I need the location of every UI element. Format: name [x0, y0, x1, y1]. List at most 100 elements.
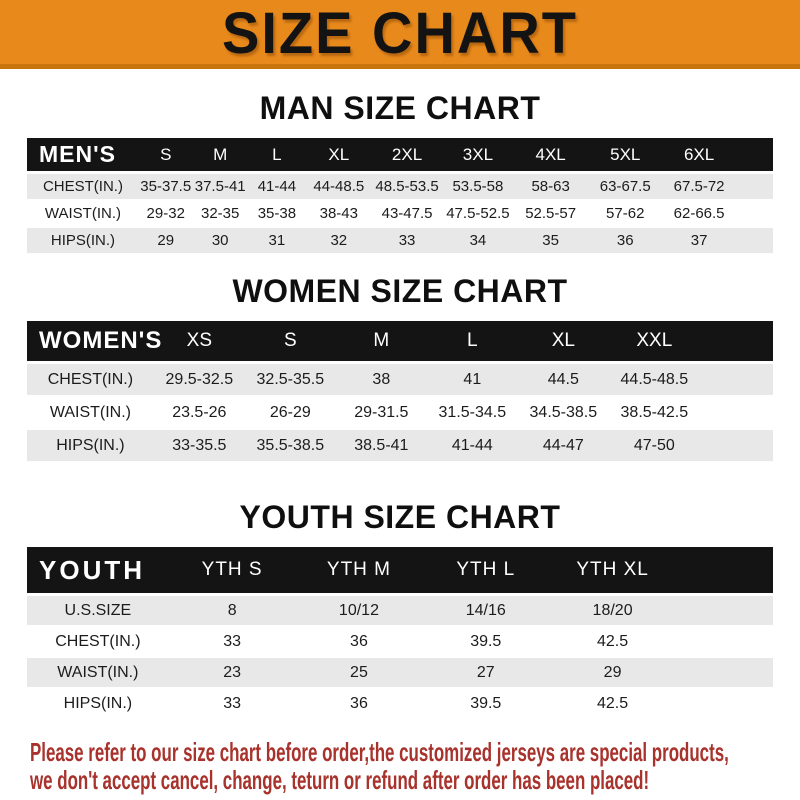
- size-value-cell: 10/12: [295, 594, 423, 627]
- column-header: YTH M: [295, 547, 423, 596]
- size-value-cell: 25: [295, 657, 423, 689]
- size-value-cell: 32: [305, 227, 372, 255]
- size-value-cell: 37.5-41: [192, 172, 248, 201]
- row-spacer: [735, 200, 773, 228]
- table-row: HIPS(IN.) 33-35.5 35.5-38.5 38.5-41 41-4…: [27, 429, 773, 463]
- youth-header-row: YOUTH YTH S YTH M YTH L YTH XL: [27, 547, 773, 596]
- men-group-header: MEN'S: [27, 138, 139, 174]
- size-value-cell: 36: [587, 227, 663, 255]
- size-value-cell: 34: [442, 227, 514, 255]
- table-row: CHEST(IN.) 29.5-32.5 32.5-35.5 38 41 44.…: [27, 362, 773, 397]
- table-row: HIPS(IN.) 29 30 31 32 33 34 35 36 37: [27, 227, 773, 255]
- size-value-cell: 35-37.5: [138, 172, 193, 201]
- row-label: CHEST(IN.): [27, 362, 154, 397]
- size-value-cell: 32-35: [192, 200, 248, 228]
- size-value-cell: 14/16: [422, 594, 550, 627]
- size-value-cell: 52.5-57: [513, 200, 588, 228]
- size-value-cell: 33: [371, 227, 443, 255]
- table-row: CHEST(IN.) 35-37.5 37.5-41 41-44 44-48.5…: [27, 172, 773, 201]
- disclaimer-line-1: Please refer to our size chart before or…: [30, 737, 729, 767]
- size-value-cell: 67.5-72: [662, 172, 736, 201]
- size-value-cell: 34.5-38.5: [517, 396, 609, 430]
- column-header: YTH XL: [549, 547, 676, 596]
- women-size-table: WOMEN'S XS S M L XL XXL CHEST(IN.) 29.5-…: [27, 321, 773, 463]
- row-label: HIPS(IN.): [27, 688, 169, 720]
- table-row: HIPS(IN.) 33 36 39.5 42.5: [27, 688, 773, 720]
- header-spacer: [675, 547, 773, 596]
- table-row: WAIST(IN.) 23.5-26 26-29 29-31.5 31.5-34…: [27, 396, 773, 430]
- size-value-cell: 29: [549, 657, 676, 689]
- row-label: WAIST(IN.): [27, 200, 139, 228]
- youth-section-heading: YOUTH SIZE CHART: [239, 499, 561, 535]
- row-spacer: [735, 172, 773, 201]
- women-header-row: WOMEN'S XS S M L XL XXL: [27, 321, 773, 364]
- size-value-cell: 33: [168, 626, 296, 658]
- column-header: 4XL: [513, 138, 588, 174]
- size-value-cell: 35.5-38.5: [244, 429, 336, 463]
- column-header: XL: [517, 321, 609, 364]
- women-section-heading: WOMEN SIZE CHART: [232, 273, 568, 309]
- column-header: YTH S: [168, 547, 296, 596]
- row-label: CHEST(IN.): [27, 172, 139, 201]
- row-label: HIPS(IN.): [27, 227, 139, 255]
- size-value-cell: 43-47.5: [371, 200, 443, 228]
- row-label: CHEST(IN.): [27, 626, 169, 658]
- size-value-cell: 23: [168, 657, 296, 689]
- size-value-cell: 44-47: [517, 429, 609, 463]
- column-header: XL: [305, 138, 372, 174]
- disclaimer-line-2: we don't accept cancel, change, teturn o…: [30, 765, 650, 795]
- youth-group-header: YOUTH: [27, 547, 169, 596]
- size-value-cell: 27: [422, 657, 550, 689]
- column-header: XXL: [608, 321, 700, 364]
- row-spacer: [699, 396, 773, 430]
- size-value-cell: 36: [295, 626, 423, 658]
- column-header: L: [426, 321, 518, 364]
- header-spacer: [735, 138, 773, 174]
- row-spacer: [675, 594, 773, 627]
- row-label: WAIST(IN.): [27, 657, 169, 689]
- column-header: XS: [153, 321, 245, 364]
- size-value-cell: 41-44: [426, 429, 518, 463]
- size-value-cell: 35: [513, 227, 588, 255]
- size-value-cell: 18/20: [549, 594, 676, 627]
- size-value-cell: 38.5-42.5: [608, 396, 700, 430]
- size-value-cell: 41: [426, 362, 518, 397]
- row-label: WAIST(IN.): [27, 396, 154, 430]
- column-header: S: [244, 321, 336, 364]
- size-value-cell: 26-29: [244, 396, 336, 430]
- header-spacer: [699, 321, 773, 364]
- row-spacer: [675, 657, 773, 689]
- size-value-cell: 33-35.5: [153, 429, 245, 463]
- size-value-cell: 38.5-41: [335, 429, 427, 463]
- size-value-cell: 53.5-58: [442, 172, 514, 201]
- size-value-cell: 39.5: [422, 688, 550, 720]
- size-value-cell: 47-50: [608, 429, 700, 463]
- men-header-row: MEN'S S M L XL 2XL 3XL 4XL 5XL 6XL: [27, 138, 773, 174]
- size-value-cell: 23.5-26: [153, 396, 245, 430]
- row-spacer: [699, 362, 773, 397]
- size-value-cell: 29-32: [138, 200, 193, 228]
- row-label: HIPS(IN.): [27, 429, 154, 463]
- column-header: 6XL: [662, 138, 736, 174]
- size-value-cell: 42.5: [549, 688, 676, 720]
- column-header: 3XL: [442, 138, 514, 174]
- size-value-cell: 63-67.5: [587, 172, 663, 201]
- row-spacer: [675, 688, 773, 720]
- row-spacer: [735, 227, 773, 255]
- size-value-cell: 48.5-53.5: [371, 172, 443, 201]
- youth-size-table: YOUTH YTH S YTH M YTH L YTH XL U.S.SIZE …: [27, 547, 773, 720]
- size-value-cell: 42.5: [549, 626, 676, 658]
- size-value-cell: 30: [192, 227, 248, 255]
- size-value-cell: 62-66.5: [662, 200, 736, 228]
- column-header: M: [335, 321, 427, 364]
- size-value-cell: 39.5: [422, 626, 550, 658]
- table-row: U.S.SIZE 8 10/12 14/16 18/20: [27, 594, 773, 627]
- size-value-cell: 29: [138, 227, 193, 255]
- size-value-cell: 38-43: [305, 200, 372, 228]
- size-value-cell: 37: [662, 227, 736, 255]
- column-header: L: [247, 138, 306, 174]
- size-value-cell: 44.5: [517, 362, 609, 397]
- size-value-cell: 31: [247, 227, 306, 255]
- size-chart-banner: SIZE CHART: [0, 0, 800, 69]
- row-spacer: [675, 626, 773, 658]
